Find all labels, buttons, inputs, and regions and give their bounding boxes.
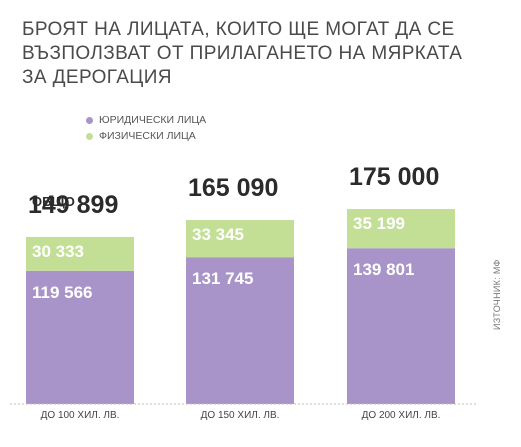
bar-physical-1 <box>186 220 294 258</box>
total-label-1: 165 090 <box>188 174 278 202</box>
legend-label-physical: ФИЗИЧЕСКИ ЛИЦА <box>99 130 196 142</box>
category-label-1: ДО 150 ХИЛ. ЛВ. <box>201 410 280 421</box>
legend-item-legal: ЮРИДИЧЕСКИ ЛИЦА <box>86 112 206 128</box>
legend-swatch-physical <box>86 132 93 140</box>
bar-physical-0 <box>26 236 134 271</box>
bar-legal-0 <box>26 270 134 404</box>
category-label-2: ДО 200 ХИЛ. ЛВ. <box>362 410 441 421</box>
value-label-physical-2: 35 199 <box>353 214 405 233</box>
total-label-0: 149 899 <box>28 191 118 219</box>
value-label-physical-0: 30 333 <box>32 242 84 261</box>
legend-swatch-legal <box>86 116 93 124</box>
bar-physical-2 <box>347 209 455 249</box>
total-label-2: 175 000 <box>349 163 439 191</box>
total-sublabel: ОБЩО <box>32 194 75 209</box>
value-label-legal-1: 131 745 <box>192 269 253 288</box>
legend: ЮРИДИЧЕСКИ ЛИЦА ФИЗИЧЕСКИ ЛИЦА <box>86 112 206 144</box>
value-label-legal-0: 119 566 <box>32 283 93 302</box>
chart-title: БРОЯТ НА ЛИЦАТА, КОИТО ЩЕ МОГАТ ДА СЕ ВЪ… <box>22 19 463 88</box>
value-label-physical-1: 33 345 <box>192 225 244 244</box>
legend-item-physical: ФИЗИЧЕСКИ ЛИЦА <box>86 128 206 144</box>
bar-legal-1 <box>186 257 294 404</box>
legend-label-legal: ЮРИДИЧЕСКИ ЛИЦА <box>99 114 207 126</box>
source-note: ИЗТОЧНИК: МФ <box>492 259 502 330</box>
bar-legal-2 <box>347 248 455 404</box>
value-label-legal-2: 139 801 <box>353 260 414 279</box>
category-label-0: ДО 100 ХИЛ. ЛВ. <box>41 410 120 421</box>
